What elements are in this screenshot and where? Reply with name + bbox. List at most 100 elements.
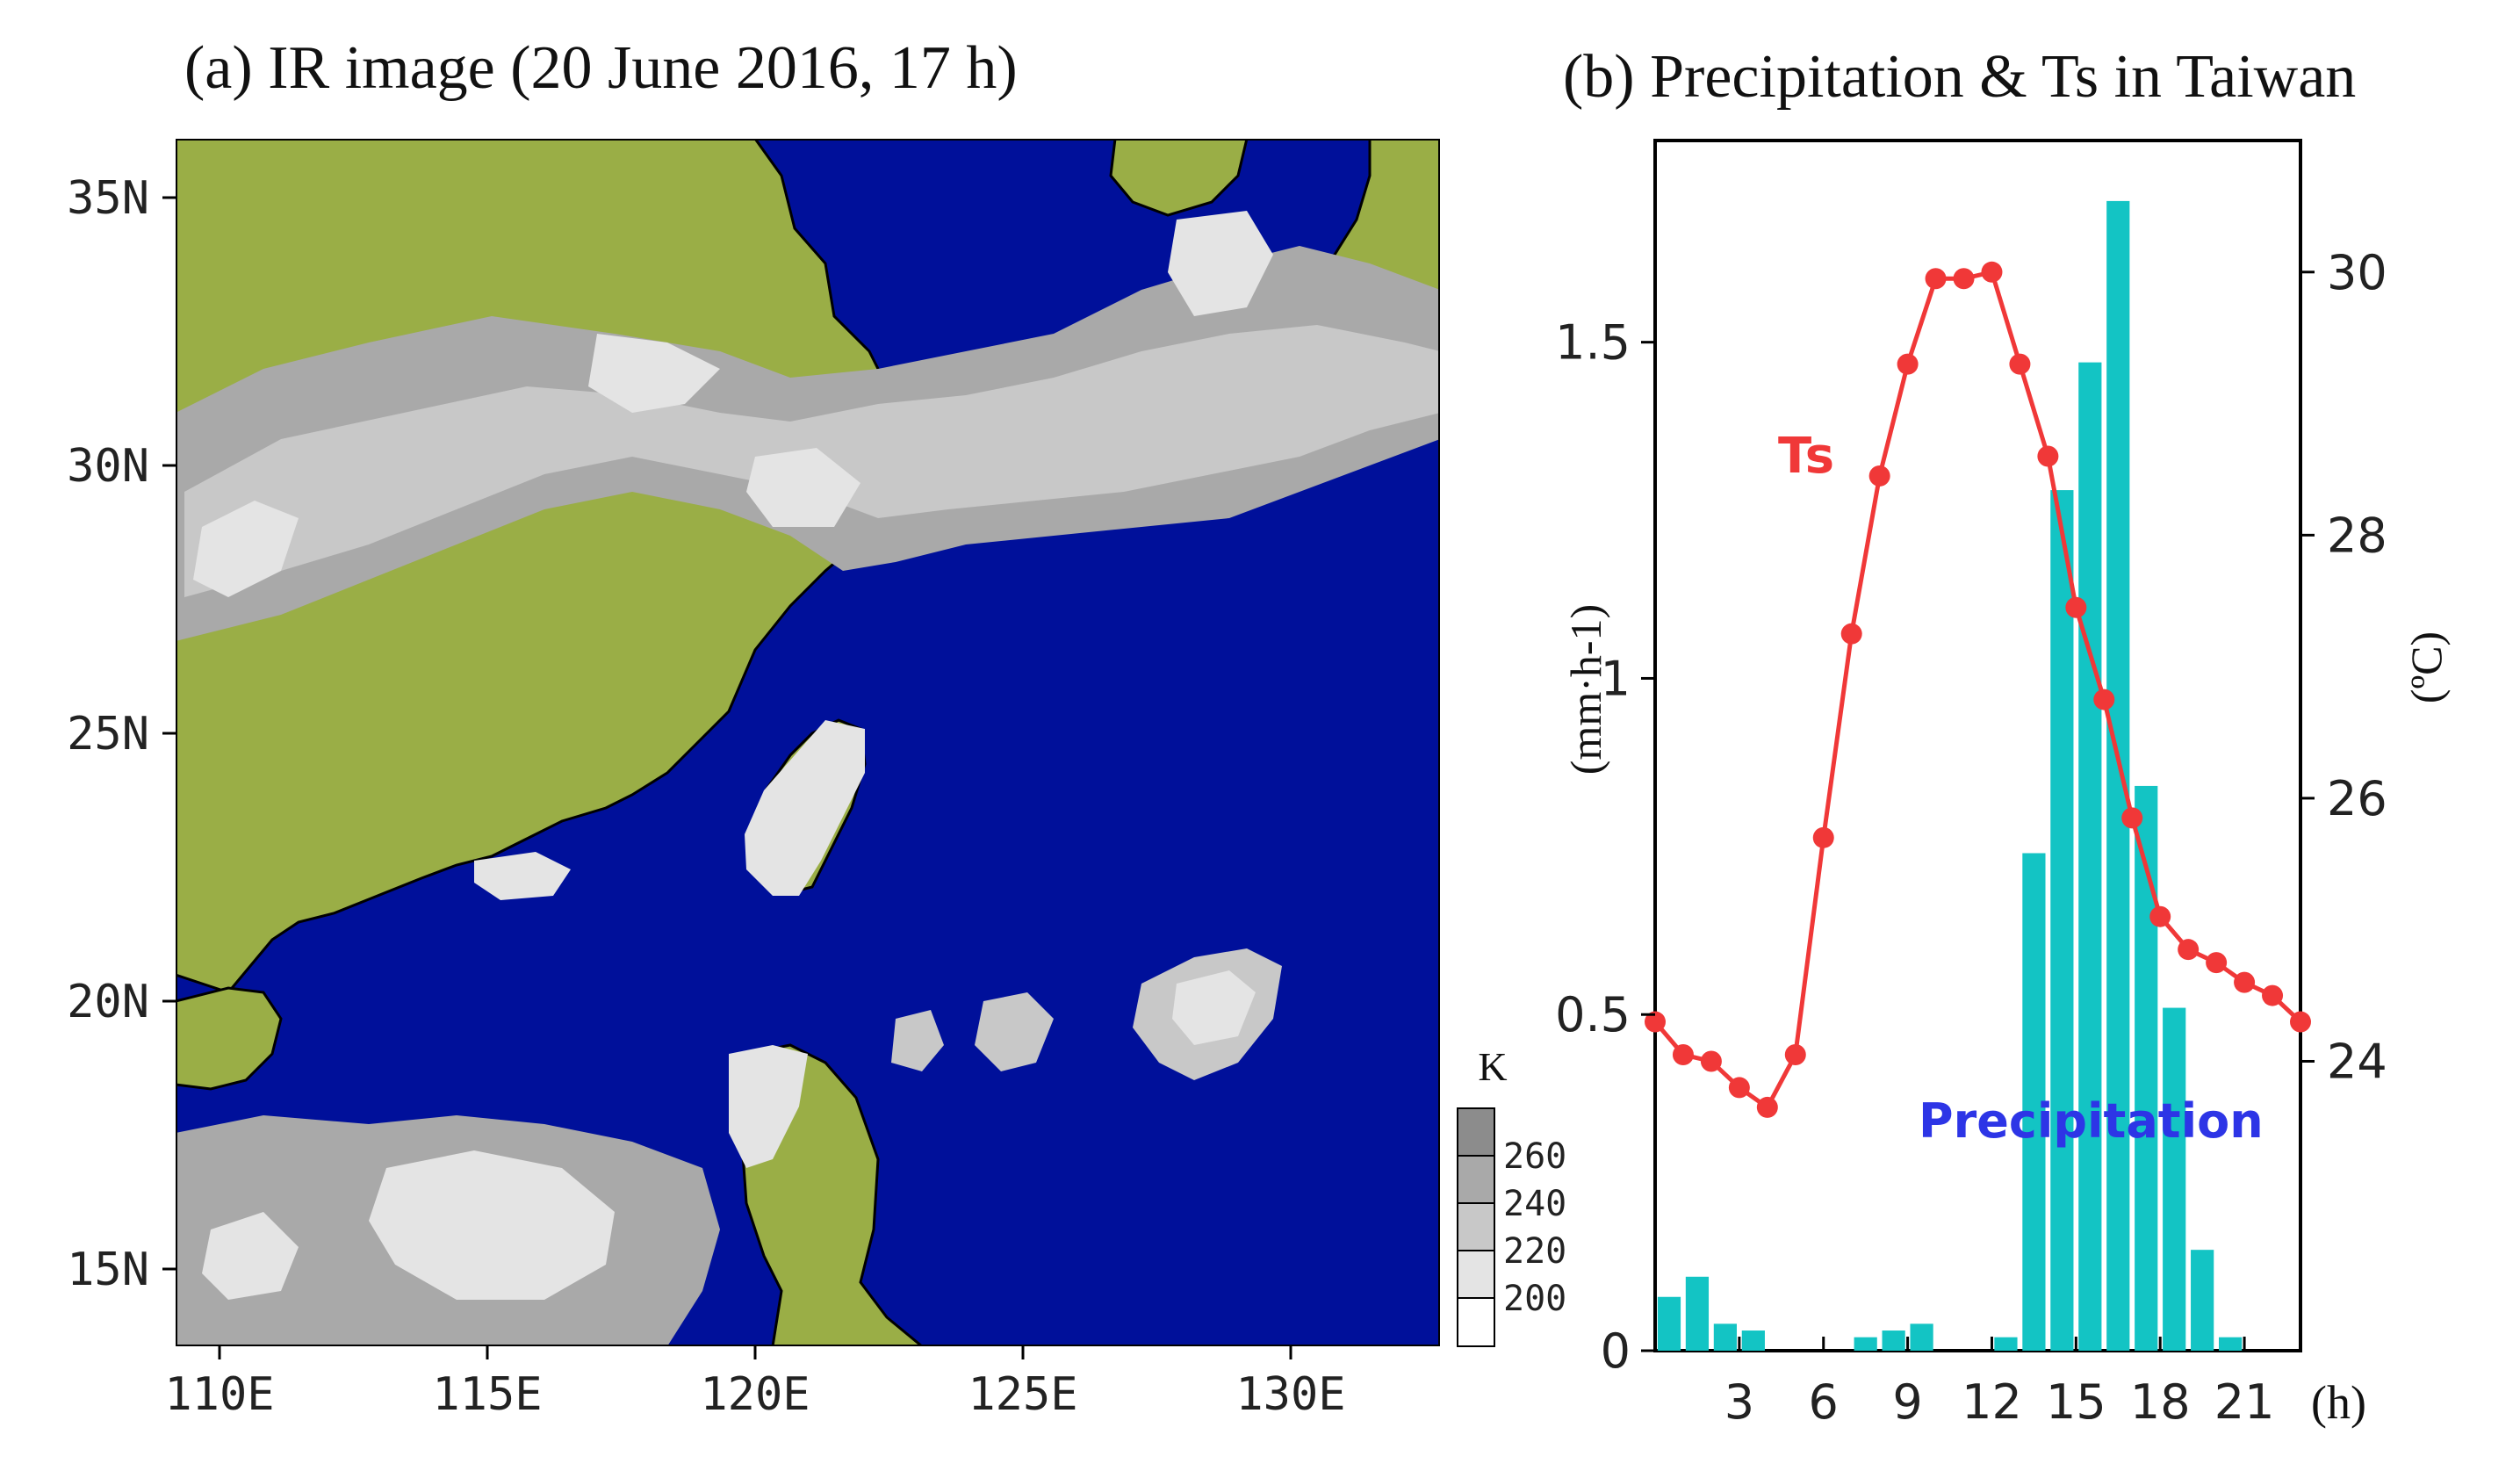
ts-point — [2234, 971, 2256, 993]
colorbar-swatch — [1457, 1297, 1495, 1347]
ts-point — [1645, 1011, 1666, 1033]
map-y-tick-label: 15N — [67, 1244, 149, 1296]
cloud-luzon — [729, 1045, 808, 1168]
map-x-tick-label: 120E — [700, 1368, 810, 1421]
precip-bar — [2106, 200, 2130, 1351]
panel-a: (a) IR image (20 June 2016, 17 h) — [67, 34, 1566, 1421]
y-tick-label: 0 — [1601, 1323, 1631, 1379]
y-axis-label: (mm·h-1) — [1561, 604, 1610, 775]
ts-point — [2178, 939, 2200, 961]
map-y-tick-label: 25N — [67, 708, 149, 761]
precip-bar — [2135, 785, 2158, 1351]
ts-point — [2037, 445, 2059, 467]
panel-b-title: (b) Precipitation & Ts in Taiwan — [1563, 43, 2356, 111]
x-axis-label: (h) — [2311, 1376, 2366, 1429]
ts-point — [2149, 905, 2171, 927]
x-tick-label: 21 — [2214, 1374, 2275, 1430]
precip-bar — [1854, 1337, 1877, 1351]
cloud-field — [176, 211, 1440, 1346]
ts-point — [1812, 826, 1834, 848]
cloud-taiwan — [745, 720, 865, 896]
y2-tick-label: 28 — [2327, 508, 2387, 563]
map-x-axis: 110E 115E 120E 125E 130E — [164, 1346, 1346, 1421]
ts-point — [1756, 1096, 1778, 1118]
ts-point — [2206, 952, 2228, 974]
land-hainan — [176, 986, 283, 1091]
y2-tick-label: 24 — [2327, 1034, 2387, 1089]
colorbar-level: 220 — [1503, 1231, 1566, 1272]
colorbar-swatch — [1457, 1155, 1495, 1204]
map-x-tick-label: 110E — [164, 1368, 274, 1421]
precip-bars — [1657, 200, 2243, 1352]
map-x-tick-label: 130E — [1235, 1368, 1345, 1421]
y-axis-right: 24 26 28 30 — [2300, 245, 2387, 1089]
y-axis-left: 0 0.5 1 1.5 — [1555, 315, 1655, 1379]
x-tick-label: 9 — [1892, 1374, 1922, 1430]
precip-bar — [1882, 1330, 1905, 1351]
map-y-tick-label: 20N — [67, 976, 149, 1028]
ts-point — [1868, 465, 1890, 487]
x-tick-label: 18 — [2130, 1374, 2191, 1430]
colorbar-level: 260 — [1503, 1136, 1566, 1177]
precip-bar — [1657, 1296, 1681, 1351]
land-korea — [1109, 139, 1249, 217]
y2-tick-label: 30 — [2327, 245, 2387, 300]
colorbar-level: 240 — [1503, 1184, 1566, 1224]
panel-b: (b) Precipitation & Ts in Taiwan 3 6 9 12 15… — [1555, 43, 2451, 1430]
x-axis: 3 6 9 12 15 18 21 — [1724, 1337, 2275, 1430]
ts-point — [2290, 1011, 2311, 1033]
precip-bar — [2078, 362, 2102, 1352]
precip-bar — [1685, 1276, 1710, 1351]
plot-frame — [1653, 139, 2302, 1352]
precip-bar — [1741, 1330, 1765, 1351]
precip-bar — [2050, 490, 2074, 1351]
ts-point — [1672, 1043, 1694, 1065]
ts-point — [1925, 268, 1947, 290]
y-tick-label: 0.5 — [1555, 987, 1631, 1042]
ts-point — [1897, 353, 1919, 375]
ts-point — [2121, 807, 2143, 829]
precip-bar — [1713, 1323, 1737, 1351]
precip-bar — [2191, 1250, 2214, 1351]
precip-bar — [2163, 1007, 2186, 1351]
cloud-east — [891, 948, 1282, 1080]
colorbar-swatch — [1457, 1107, 1495, 1157]
ir-map — [176, 139, 1440, 1346]
map-y-axis: 35N 30N 25N 20N 15N — [67, 172, 176, 1296]
x-tick-label: 6 — [1809, 1374, 1839, 1430]
map-y-tick-label: 35N — [67, 172, 149, 225]
ts-point — [2262, 984, 2284, 1006]
colorbar-unit: K — [1478, 1044, 1507, 1089]
y-tick-label: 1 — [1601, 651, 1631, 706]
x-tick-label: 12 — [1962, 1374, 2022, 1430]
map-x-tick-label: 115E — [432, 1368, 542, 1421]
ts-point — [2065, 596, 2087, 618]
y-axis-label-text: (mm·h-1) — [1561, 604, 1610, 775]
x-tick-label: 15 — [2046, 1374, 2106, 1430]
map-x-tick-label: 125E — [968, 1368, 1077, 1421]
precip-bar — [2022, 853, 2046, 1351]
ts-point — [1700, 1050, 1722, 1072]
y2-axis-label: (ºC) — [2401, 631, 2451, 703]
colorbar: K 260 240 220 200 — [1457, 1044, 1566, 1347]
colorbar-swatch — [1457, 1250, 1495, 1299]
ts-point — [2093, 689, 2115, 710]
ts-point — [1784, 1043, 1806, 1065]
cloud-south-light — [202, 1150, 615, 1300]
precip-bar — [2219, 1337, 2243, 1351]
ts-series — [1645, 261, 2311, 1118]
precip-legend-label: Precipitation — [1919, 1093, 2264, 1149]
ts-legend-label: Ts — [1778, 428, 1834, 485]
ts-point — [2009, 353, 2031, 375]
precip-bar — [1994, 1337, 2018, 1351]
panel-a-title: (a) IR image (20 June 2016, 17 h) — [184, 34, 1018, 102]
ts-point — [1981, 261, 2003, 283]
precip-bar — [1910, 1323, 1933, 1351]
colorbar-level: 200 — [1503, 1279, 1566, 1319]
ts-point — [1840, 623, 1862, 645]
y-tick-label: 1.5 — [1555, 315, 1631, 371]
colorbar-swatch — [1457, 1202, 1495, 1251]
cloud-east-light — [474, 852, 1256, 1045]
ts-point — [1953, 268, 1975, 290]
